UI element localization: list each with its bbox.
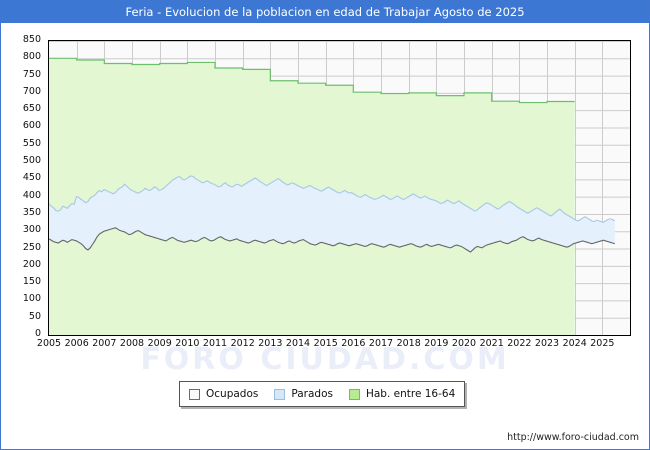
x-axis-tick-label: 2009 (147, 338, 172, 349)
legend-item[interactable]: Hab. entre 16-64 (348, 388, 456, 400)
x-axis-tick-label: 2015 (313, 338, 338, 349)
x-axis-tick-label: 2022 (507, 338, 532, 349)
chart-legend: Ocupados Parados Hab. entre 16-64 (179, 381, 466, 407)
x-axis-tick-label: 2008 (119, 338, 145, 349)
y-axis-tick-label: 650 (22, 103, 41, 115)
y-axis-tick-label: 50 (28, 310, 41, 322)
series-parados-area (49, 175, 615, 252)
x-axis-tick-label: 2017 (368, 338, 394, 349)
y-axis-tick-label: 250 (22, 241, 41, 253)
x-axis-tick-label: 2006 (64, 338, 89, 349)
x-axis-tick-label: 2007 (92, 338, 117, 349)
x-axis-tick-label: 2023 (534, 338, 560, 349)
x-axis-tick-label: 2020 (451, 338, 477, 349)
x-axis-tick-label: 2025 (590, 338, 615, 349)
window-title-bar: Feria - Evolucion de la poblacion en eda… (1, 1, 649, 23)
y-axis-tick-label: 0 (34, 328, 41, 339)
legend-item[interactable]: Parados (274, 388, 333, 400)
series-ocupados-line (49, 227, 615, 253)
y-axis-tick-label: 750 (22, 68, 41, 80)
y-axis-tick-label: 100 (22, 293, 41, 305)
x-axis-tick-label: 2010 (175, 338, 200, 349)
y-axis-tick-label: 550 (22, 137, 41, 149)
legend-label: Ocupados (206, 388, 259, 400)
x-axis-tick-label: 2014 (285, 338, 311, 349)
y-axis-tick-label: 350 (22, 206, 41, 218)
y-axis-tick-label: 300 (22, 224, 41, 236)
x-axis-tick-label: 2024 (562, 338, 587, 349)
legend-label: Parados (291, 388, 333, 400)
y-axis-tick-label: 800 (22, 51, 41, 63)
x-axis-tick-label: 2005 (36, 338, 62, 349)
y-axis-tick-label: 500 (22, 155, 41, 167)
series-hab-16-64-line (49, 57, 575, 104)
x-axis-tick-label: 2019 (424, 338, 449, 349)
y-axis-tick-label: 700 (22, 85, 41, 97)
y-axis-tick-label: 400 (22, 189, 41, 201)
page-title: Feria - Evolucion de la poblacion en eda… (125, 5, 525, 19)
legend-swatch-icon (274, 388, 286, 400)
plot-area (48, 40, 631, 336)
y-axis-tick-label: 600 (22, 120, 41, 132)
y-axis-tick-label: 450 (22, 172, 41, 184)
series-parados-line (49, 175, 616, 223)
x-axis-tick-label: 2016 (341, 338, 366, 349)
x-axis-tick-label: 2018 (396, 338, 421, 349)
legend-swatch-icon (348, 388, 360, 400)
legend-label: Hab. entre 16-64 (365, 388, 456, 400)
x-axis-tick-label: 2011 (202, 338, 228, 349)
y-axis-tick-label: 200 (22, 258, 41, 270)
x-axis-tick-label: 2012 (230, 338, 255, 349)
y-axis-tick-label: 150 (22, 276, 41, 288)
y-axis-tick-label: 850 (22, 34, 41, 45)
x-axis-tick-label: 2021 (479, 338, 504, 349)
source-url: http://www.foro-ciudad.com (507, 432, 639, 443)
legend-item[interactable]: Ocupados (189, 388, 258, 400)
legend-swatch-icon (189, 388, 200, 400)
chart-svg (49, 41, 630, 335)
x-axis-tick-label: 2013 (258, 338, 283, 349)
